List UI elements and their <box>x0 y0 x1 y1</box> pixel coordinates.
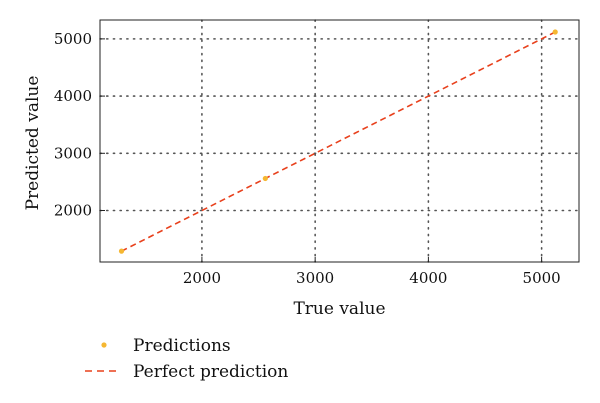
prediction-point <box>118 248 125 254</box>
legend-label-perfect-prediction: Perfect prediction <box>133 362 288 382</box>
prediction-point <box>552 29 558 35</box>
grid <box>99 19 580 263</box>
y-axis-title: Predicted value <box>23 76 43 211</box>
x-axis-title: True value <box>293 299 385 319</box>
perfect-prediction-line <box>121 31 556 252</box>
x-tick-label: 3000 <box>296 269 334 287</box>
x-tick-label: 5000 <box>523 269 561 287</box>
legend: Predictions Perfect prediction <box>85 336 288 382</box>
legend-marker-predictions <box>101 342 107 348</box>
tick-marks <box>100 38 543 262</box>
y-tick-label: 4000 <box>54 87 92 105</box>
prediction-point <box>262 175 268 182</box>
series-layer <box>118 29 558 254</box>
x-tick-label: 2000 <box>183 269 221 287</box>
y-tick-label: 2000 <box>54 202 92 220</box>
legend-label-predictions: Predictions <box>133 336 231 356</box>
tick-labels: 2000 3000 4000 5000 2000 3000 4000 5000 <box>54 30 561 287</box>
plot-frame <box>99 19 580 263</box>
y-tick-label: 3000 <box>54 144 92 162</box>
x-tick-label: 4000 <box>409 269 447 287</box>
y-tick-label: 5000 <box>54 30 92 48</box>
